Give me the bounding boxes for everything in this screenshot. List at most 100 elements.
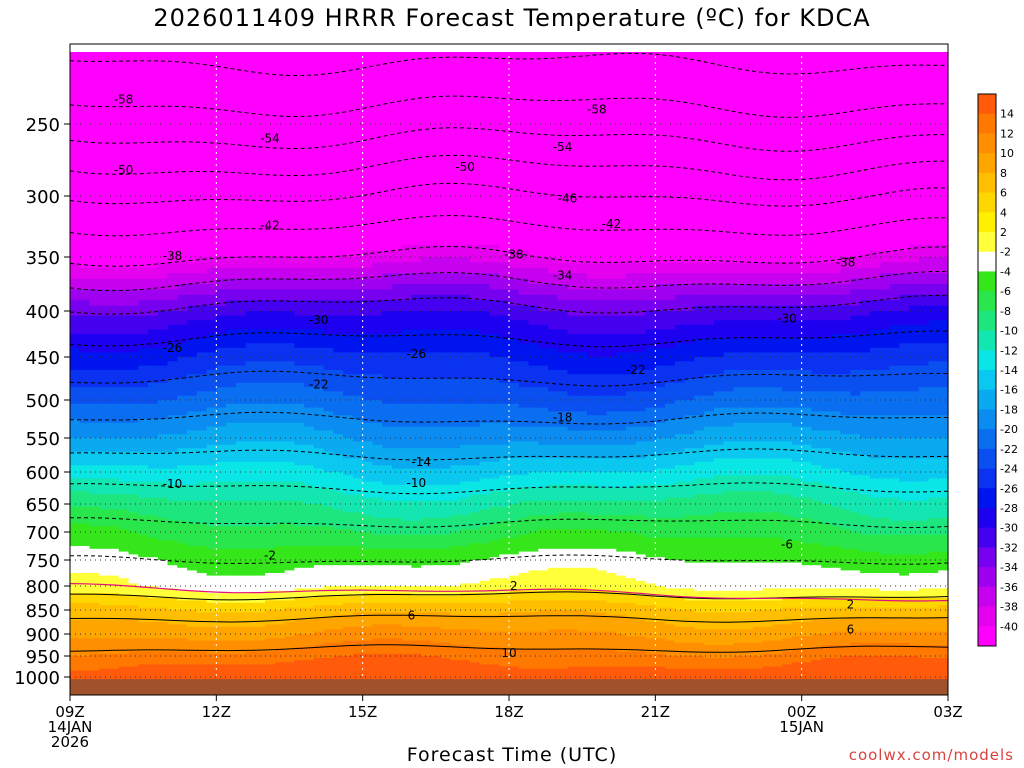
temperature-cell [235,430,247,435]
temperature-cell [333,649,344,653]
temperature-cell [118,311,130,317]
temperature-cell [196,438,208,442]
temperature-cell [352,361,364,367]
temperature-cell [148,66,159,75]
temperature-cell [206,526,217,530]
temperature-cell [343,624,354,628]
temperature-cell [70,284,81,290]
temperature-cell [343,244,354,252]
temperature-cell [352,602,364,606]
temperature-cell [109,672,120,676]
temperature-cell [284,562,295,566]
temperature-cell [128,357,139,362]
temperature-cell [177,232,188,240]
temperature-cell [206,472,217,476]
temperature-cell [138,124,149,132]
temperature-cell [206,300,217,307]
temperature-cell [79,642,91,646]
temperature-cell [294,624,305,628]
temperature-cell [167,484,178,489]
temperature-cell [187,311,198,317]
temperature-cell [206,540,217,544]
temperature-cell [313,300,325,307]
temperature-cell [255,400,266,405]
temperature-cell [245,378,256,384]
temperature-cell [89,441,100,446]
temperature-cell [216,124,227,132]
temperature-cell [284,294,295,301]
temperature-cell [167,244,178,252]
temperature-cell [313,382,325,388]
temperature-cell [196,647,208,650]
temperature-cell [89,543,100,547]
temperature-cell [333,651,344,655]
temperature-cell [187,407,198,412]
temperature-cell [118,622,130,625]
temperature-cell [128,441,139,446]
temperature-cell [177,570,188,574]
temperature-cell [333,619,344,623]
temperature-cell [362,455,374,459]
temperature-cell [343,610,354,613]
temperature-cell [294,540,305,544]
temperature-cell [362,181,374,190]
temperature-cell [148,138,159,147]
temperature-cell [255,66,266,75]
temperature-cell [196,500,208,505]
temperature-cell [343,357,354,362]
temperature-cell [206,451,217,456]
temperature-cell [313,537,325,541]
temperature-cell [99,422,110,428]
temperature-cell [148,631,159,635]
temperature-cell [157,629,169,633]
temperature-cell [245,504,256,508]
temperature-cell [274,478,286,483]
temperature-cell [245,387,256,392]
temperature-cell [304,378,315,384]
temperature-cell [284,551,295,555]
temperature-cell [109,512,120,516]
temperature-cell [362,512,374,516]
temperature-cell [284,578,295,582]
temperature-cell [333,289,344,296]
temperature-cell [157,515,169,519]
temperature-cell [138,289,149,296]
temperature-cell [284,666,295,670]
temperature-cell [157,588,169,592]
temperature-cell [274,607,286,611]
temperature-cell [352,610,364,613]
temperature-cell [157,468,169,473]
temperature-cell [138,145,149,154]
temperature-cell [323,598,334,601]
temperature-cell [245,520,256,525]
temperature-cell [99,361,110,367]
temperature-cell [216,570,227,574]
temperature-cell [148,590,159,594]
temperature-cell [274,451,286,456]
temperature-cell [352,573,364,577]
temperature-cell [206,586,217,589]
temperature-cell [157,494,169,499]
temperature-cell [352,465,364,470]
temperature-cell [118,586,130,589]
temperature-cell [235,403,247,409]
temperature-cell [99,543,110,547]
temperature-cell [245,497,256,502]
temperature-cell [343,509,354,513]
temperature-cell [89,357,100,362]
temperature-cell [284,66,295,75]
temperature-cell [313,526,325,530]
temperature-cell [323,578,334,582]
temperature-cell [284,220,295,228]
temperature-cell [128,607,139,611]
temperature-cell [304,509,315,513]
temperature-cell [333,208,344,215]
temperature-cell [167,365,178,371]
temperature-cell [196,622,208,625]
temperature-cell [216,534,227,539]
temperature-cell [70,422,81,428]
temperature-cell [226,284,237,290]
temperature-cell [304,588,315,592]
temperature-cell [187,411,198,416]
temperature-cell [177,294,188,301]
